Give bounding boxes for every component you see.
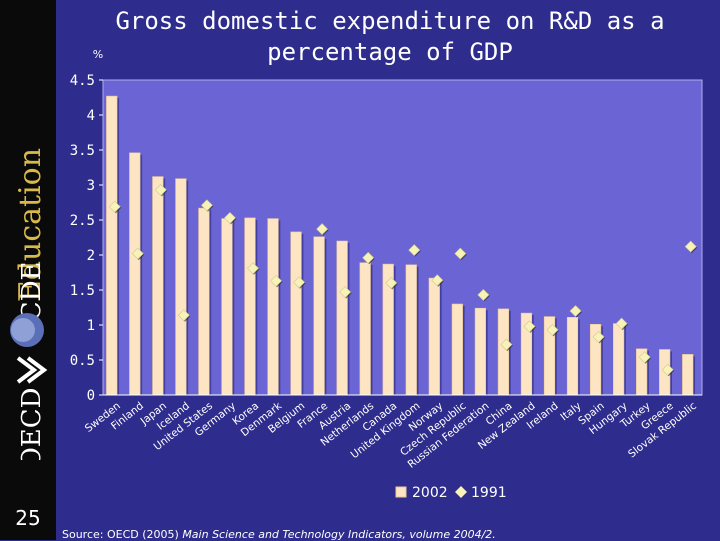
marker-1991 — [270, 274, 282, 287]
marker-1991 — [200, 199, 213, 212]
bar-2002 — [566, 316, 579, 396]
bar-2002 — [267, 218, 279, 396]
bar-2002 — [244, 217, 256, 396]
bar-2002 — [428, 277, 440, 396]
marker-1991 — [638, 351, 651, 364]
marker-1991 — [362, 251, 375, 264]
source-publication: Main Science and Technology Indicators, … — [182, 528, 496, 541]
bar-chart: 00.511.522.533.544.5%SwedenFinlandJapanI… — [70, 48, 703, 503]
marker-1991 — [477, 288, 490, 301]
marker-1991 — [316, 223, 329, 236]
y-tick-label: 2.5 — [70, 213, 95, 229]
y-tick-label: 2 — [87, 248, 95, 264]
y-tick-label: 3.5 — [70, 143, 95, 159]
plot-area — [102, 79, 703, 396]
bar-2002 — [290, 231, 302, 396]
oecd-logo-disc-inner-icon — [11, 318, 35, 342]
marker-1991 — [339, 286, 352, 299]
marker-1991 — [523, 320, 536, 333]
bar-2002 — [175, 178, 187, 396]
legend-swatch-1991 — [455, 486, 467, 498]
marker-1991 — [592, 330, 605, 343]
slide-number: 25 — [15, 506, 41, 530]
bar-2002 — [359, 262, 371, 396]
marker-1991 — [569, 305, 582, 317]
chart-title-line-1: Gross domestic expenditure on R&D as a — [115, 7, 665, 35]
bar-2002 — [129, 152, 141, 396]
y-tick-label: 0 — [87, 388, 95, 404]
y-axis-unit-label: % — [93, 48, 103, 61]
bar-2002 — [405, 264, 417, 396]
marker-1991 — [546, 323, 559, 336]
bar-2002 — [613, 323, 625, 396]
bar-2002 — [198, 207, 210, 396]
legend-label-2002: 2002 — [412, 485, 448, 501]
brand-logo: Education OCDE OECD — [10, 148, 48, 460]
marker-1991 — [108, 200, 121, 213]
legend-swatch-2002 — [395, 486, 407, 498]
y-tick-label: 0.5 — [70, 353, 95, 369]
marker-1991 — [293, 276, 305, 289]
marker-1991 — [224, 211, 236, 224]
bar-2002 — [313, 236, 325, 396]
chart-title-line-2: percentage of GDP — [267, 38, 513, 66]
oecd-wordmark: OECD — [17, 387, 47, 460]
legend-label-1991: 1991 — [471, 485, 507, 501]
marker-1991 — [454, 247, 467, 260]
y-tick-label: 1.5 — [70, 283, 95, 299]
bar-2002 — [497, 308, 510, 396]
marker-1991 — [247, 262, 259, 275]
bar-2002 — [336, 240, 348, 396]
marker-1991 — [385, 277, 398, 289]
bar-2002 — [106, 95, 118, 396]
bar-2002 — [221, 218, 233, 396]
marker-1991 — [684, 240, 697, 253]
marker-1991 — [154, 183, 167, 196]
marker-1991 — [615, 317, 628, 330]
marker-1991 — [661, 363, 674, 376]
marker-1991 — [431, 274, 444, 287]
marker-1991 — [408, 244, 421, 257]
y-tick-label: 3 — [87, 178, 95, 194]
marker-1991 — [500, 338, 513, 351]
education-wordmark: Education — [13, 148, 48, 302]
bar-2002 — [152, 176, 164, 396]
bar-2002 — [451, 303, 463, 396]
source-note: Source: OECD (2005) Main Science and Tec… — [62, 528, 496, 541]
oecd-logo-chevron-icon — [16, 356, 48, 384]
bar-2002 — [474, 307, 486, 396]
y-tick-label: 4 — [87, 108, 95, 124]
marker-1991 — [131, 247, 144, 260]
bar-2002 — [682, 354, 694, 396]
chart-title: Gross domestic expenditure on R&D as a p… — [110, 6, 670, 68]
source-prefix: Source: OECD (2005) — [62, 528, 183, 541]
sidebar: Education OCDE OECD 25 — [0, 0, 56, 540]
marker-1991 — [177, 309, 190, 322]
y-tick-label: 4.5 — [70, 73, 95, 89]
y-tick-label: 1 — [87, 318, 95, 334]
